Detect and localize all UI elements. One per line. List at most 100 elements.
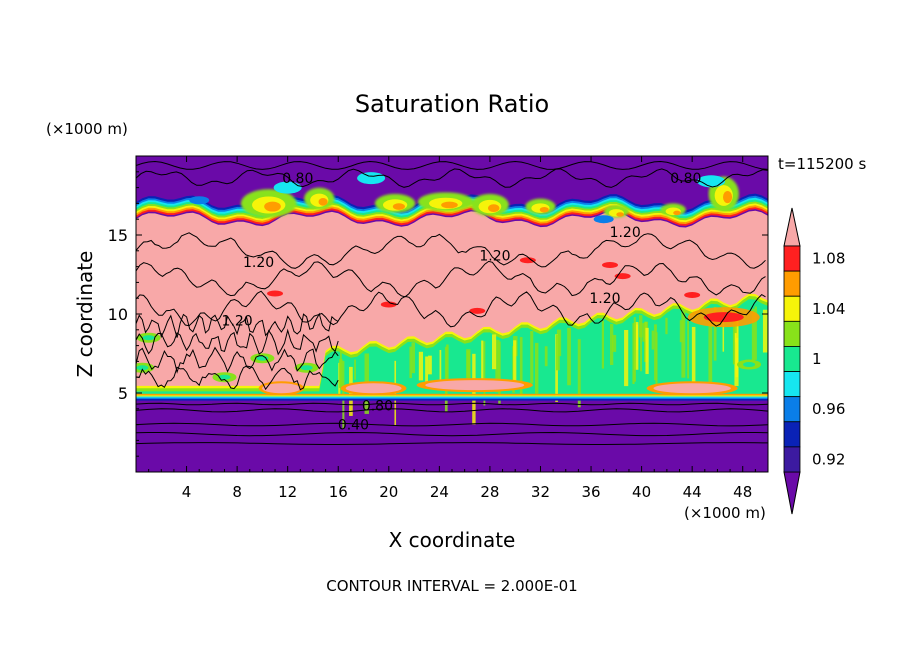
x-tick-label: 24 bbox=[430, 483, 449, 501]
field-streak bbox=[428, 355, 432, 375]
field-base-band bbox=[136, 399, 768, 401]
field-streak bbox=[495, 339, 500, 393]
field-base-band bbox=[136, 397, 768, 400]
contour-line bbox=[136, 160, 768, 170]
field-streak bbox=[491, 334, 497, 370]
field-spot bbox=[380, 301, 397, 308]
colorbar-box bbox=[783, 295, 801, 322]
field-streak bbox=[411, 342, 415, 374]
field-streak bbox=[544, 346, 548, 367]
field-blob bbox=[488, 204, 500, 213]
field-streak bbox=[513, 340, 517, 384]
x-tick-label: 20 bbox=[379, 483, 398, 501]
field-transition-band bbox=[136, 206, 768, 226]
contour-label: 1.20 bbox=[222, 313, 253, 329]
contour-label: 1.20 bbox=[610, 225, 641, 241]
field-blob bbox=[697, 175, 726, 188]
field-streak bbox=[519, 337, 523, 396]
contour-label: 0.80 bbox=[362, 399, 393, 415]
field-streak bbox=[632, 322, 635, 384]
field-streak bbox=[466, 350, 471, 378]
field-spot bbox=[469, 307, 486, 314]
colorbar-tick-label: 1.04 bbox=[812, 300, 845, 318]
field-blob bbox=[539, 206, 549, 213]
x-tick-label: 48 bbox=[733, 483, 752, 501]
field-cloud bbox=[136, 299, 768, 397]
field-streak bbox=[425, 356, 429, 386]
field-cloud-bit bbox=[218, 374, 231, 380]
field-cloud-bit bbox=[136, 365, 149, 371]
field-spot bbox=[684, 292, 701, 299]
y-tick-label: 10 bbox=[108, 305, 128, 324]
field-streak bbox=[640, 322, 642, 372]
x-tick-label: 44 bbox=[683, 483, 702, 501]
field-streak bbox=[691, 326, 696, 394]
contour-line bbox=[136, 312, 339, 339]
y-tick-label: 5 bbox=[118, 384, 128, 403]
field-streak bbox=[645, 327, 649, 374]
x-tick-label: 28 bbox=[480, 483, 499, 501]
x-tick-label: 32 bbox=[531, 483, 550, 501]
contour-label: 1.20 bbox=[479, 249, 510, 265]
field-spot bbox=[267, 290, 284, 297]
field-streak bbox=[418, 351, 424, 381]
field-lens bbox=[653, 383, 731, 394]
colorbar-tick-label: 0.96 bbox=[812, 400, 845, 418]
contour-label: 0.40 bbox=[338, 418, 369, 434]
x-tick-label: 4 bbox=[182, 483, 192, 501]
field-transition-band bbox=[136, 205, 768, 224]
field-streak bbox=[655, 332, 658, 392]
x-axis-label: X coordinate bbox=[389, 528, 516, 552]
field-lens bbox=[345, 383, 402, 394]
field-lens bbox=[425, 380, 525, 391]
field-blob bbox=[703, 312, 744, 323]
field-streak bbox=[762, 309, 768, 353]
field-cloud-bit bbox=[300, 365, 313, 371]
contour-line bbox=[136, 402, 768, 406]
field-streak bbox=[687, 321, 690, 379]
colorbar-top-arrow bbox=[783, 207, 801, 247]
contour-line bbox=[136, 346, 339, 374]
contour-labels: 0.80 0.80 1.20 1.20 1.20 1.20 1.20 0.80 0.40 bbox=[222, 171, 702, 433]
field-spot bbox=[519, 257, 536, 264]
field-streak bbox=[722, 308, 725, 352]
field-streak bbox=[633, 317, 636, 382]
field-streak bbox=[567, 327, 571, 386]
field-blob bbox=[392, 203, 405, 210]
x-tick-label: 36 bbox=[581, 483, 600, 501]
field-lens bbox=[262, 383, 301, 394]
field-cloud-bit bbox=[743, 362, 756, 368]
colorbar-box bbox=[783, 245, 801, 272]
field-blob bbox=[441, 201, 458, 209]
field-streak bbox=[732, 312, 735, 365]
field-streak bbox=[439, 349, 442, 390]
colorbar-box bbox=[783, 421, 801, 448]
colorbar-tick-label: 1.08 bbox=[812, 250, 845, 268]
field-streak bbox=[601, 320, 605, 369]
field-cloud-bit bbox=[142, 335, 155, 341]
field-streak bbox=[611, 334, 617, 352]
colorbar-box bbox=[783, 320, 801, 347]
x-tick-label: 8 bbox=[232, 483, 242, 501]
field-blob bbox=[616, 212, 624, 217]
field-streak bbox=[651, 330, 654, 350]
field-streak bbox=[530, 330, 534, 384]
x-tick-label: 40 bbox=[632, 483, 651, 501]
field-blob bbox=[318, 197, 328, 206]
field-streak bbox=[624, 329, 629, 387]
time-label: t=115200 s bbox=[778, 155, 866, 173]
plot-area bbox=[136, 156, 768, 472]
field-base-band bbox=[136, 393, 768, 396]
field-streak bbox=[340, 352, 342, 391]
field-spot bbox=[602, 262, 618, 269]
field-blob bbox=[673, 210, 681, 216]
field-blob bbox=[723, 190, 733, 204]
field-streak bbox=[483, 341, 486, 406]
contour-label: 1.20 bbox=[243, 255, 274, 271]
y-tick-label: 15 bbox=[108, 226, 128, 245]
colorbar-tick-label: 1 bbox=[812, 350, 822, 368]
field-streak bbox=[577, 339, 581, 408]
field-streak bbox=[409, 346, 412, 379]
x-unit-label: (×1000 m) bbox=[684, 504, 766, 522]
